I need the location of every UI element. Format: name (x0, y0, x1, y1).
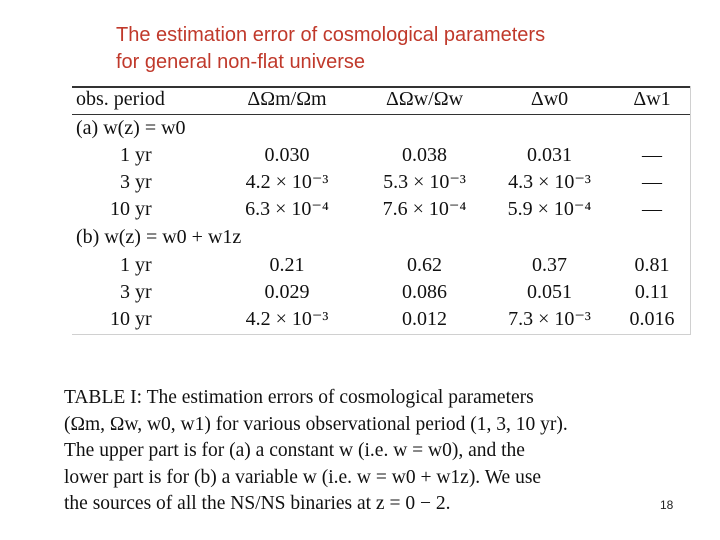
row-period: 1 yr (120, 254, 152, 276)
row-w0: 5.9 × 10⁻⁴ (507, 198, 592, 220)
row-w0: 0.031 (527, 144, 572, 166)
page-number: 18 (660, 498, 674, 512)
row-omega-m: 0.029 (264, 281, 310, 303)
row-period: 10 yr (110, 308, 152, 330)
caption-line: lower part is for (b) a variable w (i.e.… (64, 466, 542, 488)
row-w0: 7.3 × 10⁻³ (508, 308, 591, 330)
row-omega-w: 5.3 × 10⁻³ (383, 171, 466, 193)
table-caption: TABLE I: The estimation errors of cosmol… (64, 385, 704, 518)
row-w1: 0.016 (629, 308, 675, 330)
row-w0: 4.3 × 10⁻³ (508, 171, 591, 193)
row-omega-m: 0.030 (264, 144, 310, 166)
row-period: 3 yr (120, 171, 152, 193)
table-top-rule (72, 86, 690, 88)
caption-line: TABLE I: The estimation errors of cosmol… (64, 387, 534, 408)
row-omega-m: 0.21 (269, 254, 305, 276)
row-omega-w: 7.6 × 10⁻⁴ (382, 198, 467, 220)
row-omega-w: 0.012 (402, 308, 447, 330)
header-delta-w0: Δw0 (530, 88, 569, 110)
row-omega-m: 6.3 × 10⁻⁴ (245, 198, 329, 220)
slide-title: The estimation error of cosmological par… (116, 24, 546, 73)
row-omega-m: 4.2 × 10⁻³ (245, 171, 329, 193)
section-b-label: (b) w(z) = w0 + w1z (76, 226, 242, 248)
row-period: 10 yr (110, 198, 152, 220)
header-delta-w1: Δw1 (633, 88, 671, 110)
section-a-label-row: (a) w(z) = w0 (72, 115, 690, 142)
header-delta-omega-w: ΔΩw/Ωw (385, 88, 464, 110)
row-w1: 0.11 (634, 281, 670, 303)
row-w0: 0.051 (527, 281, 572, 303)
row-w0: 0.37 (532, 254, 567, 276)
row-w1: — (642, 171, 662, 193)
section-b-label-row: (b) w(z) = w0 + w1z (72, 224, 690, 251)
header-obs-period: obs. period (76, 88, 165, 110)
row-omega-w: 0.086 (402, 281, 447, 303)
row-period: 1 yr (120, 144, 152, 166)
table-row: 3 yr 4.2 × 10⁻³ 5.3 × 10⁻³ 4.3 × 10⁻³ — (72, 169, 690, 196)
row-omega-w: 0.62 (407, 254, 442, 276)
row-w1: — (642, 198, 662, 220)
table-row: 1 yr 0.030 0.038 0.031 — (72, 142, 690, 169)
row-period: 3 yr (120, 281, 152, 303)
table-row: 10 yr 4.2 × 10⁻³ 0.012 7.3 × 10⁻³ 0.016 (72, 306, 690, 333)
section-a-label: (a) w(z) = w0 (76, 117, 186, 139)
header-delta-omega-m: ΔΩm/Ωm (247, 88, 327, 110)
table-header-rule (72, 114, 690, 115)
table-row: 1 yr 0.21 0.62 0.37 0.81 (72, 252, 690, 279)
row-w1: — (642, 144, 662, 166)
row-omega-w: 0.038 (402, 144, 447, 166)
row-omega-m: 4.2 × 10⁻³ (245, 308, 329, 330)
parameter-error-table: obs. period ΔΩm/Ωm ΔΩw/Ωw Δw0 Δw1 (a) w(… (72, 86, 691, 335)
row-w1: 0.81 (634, 254, 670, 276)
table-row: 10 yr 6.3 × 10⁻⁴ 7.6 × 10⁻⁴ 5.9 × 10⁻⁴ — (72, 196, 690, 223)
table-row: 3 yr 0.029 0.086 0.051 0.11 (72, 279, 690, 306)
caption-line: (Ωm, Ωw, w0, w1) for various observation… (64, 413, 568, 435)
caption-line: The upper part is for (a) a constant w (… (64, 440, 525, 461)
caption-line: the sources of all the NS/NS binaries at… (64, 493, 451, 514)
table-header-row: obs. period ΔΩm/Ωm ΔΩw/Ωw Δw0 Δw1 (72, 86, 690, 113)
